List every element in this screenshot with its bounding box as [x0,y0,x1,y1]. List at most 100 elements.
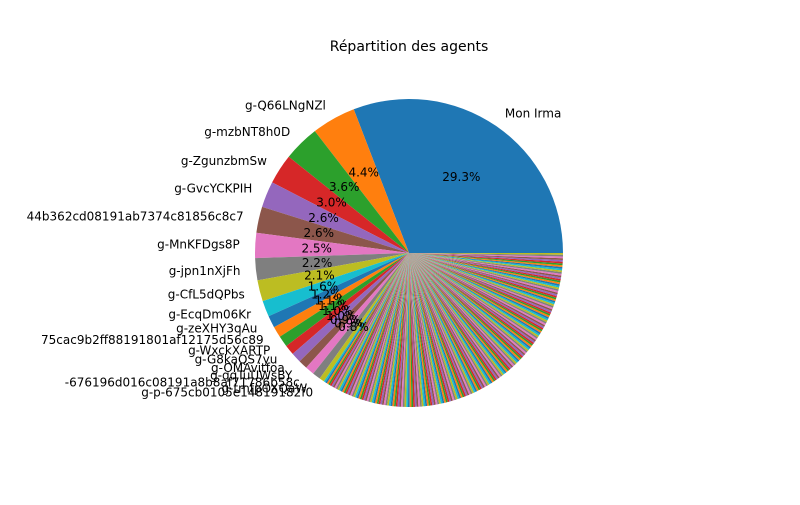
pie-slice-minor [409,253,422,407]
pie-slice-minor [353,253,409,398]
pie-slice-minor [409,253,553,311]
pie-slice-minor [409,253,424,407]
pie-slice-minor [409,253,415,407]
pie-slice-minor [409,253,504,376]
pie-slice-minor [409,253,443,404]
pie-slice-minor [409,253,559,293]
pie-slice-minor [380,253,409,405]
pie-slice-minor [395,253,409,407]
pie-slice-minor [409,253,493,384]
pie-slice-minor [404,253,409,407]
pie-slice-minor [409,253,556,303]
slice-label: Mon Irma [505,106,561,120]
pie-slice-minor [346,253,409,395]
pie-slice-minor [409,253,490,386]
pie-slice-minor [407,253,410,408]
slice-percent-label: 1.2% [311,287,342,301]
pie-slice-minor [332,253,409,388]
pie-slice-minor [383,253,409,406]
slice-label: g-tmfpOXQaW [221,381,307,395]
pie-slice-minor [364,253,409,402]
pie-slice-minor [348,253,409,396]
pie-slice-minor [409,253,560,288]
pie-slice-minor [409,253,503,377]
pie-slice-minor [409,253,531,349]
pie-slice-minor [337,253,409,391]
pie-slice-minor [409,253,527,354]
pie-slice-minor [409,253,528,353]
pie-slice-minor [345,253,409,394]
pie-slice-minor [409,253,494,383]
slice-percent-label: 1.1% [318,299,349,313]
pie-slice-minor [409,253,506,375]
pie-slice-minor [397,253,409,407]
pie-slice-minor [409,253,508,373]
pie-slice-minor [409,253,462,399]
pie-slice [257,253,409,302]
pie-slice-minor [368,253,409,402]
pie-slice-minor [409,253,521,361]
pie-slice-minor [409,253,563,259]
pie-slice-minor [409,253,547,324]
pie-slice-minor [409,253,436,405]
pie-slice [255,253,409,281]
pie-slice-minor [409,253,426,407]
slice-percent-label: 4.4% [348,166,379,180]
pie-slice-minor [409,253,563,267]
slice-label: g-OMAvitfoa [211,361,285,375]
pie-slice-minor [409,253,561,281]
pie-slice-minor [409,253,558,297]
slice-percent-label: 1.0% [322,304,353,318]
pie-slice [256,206,409,253]
pie-slice-minor [409,253,562,274]
pie-slice-minor [409,253,563,257]
pie-slice-minor [409,253,507,374]
pie-slice-minor [409,253,452,402]
pie-slice-minor [409,253,536,342]
pie-slice-minor [409,253,562,278]
slice-label: 44b362cd08191ab7374c81856c8c7 [27,209,244,223]
pie-slice-minor [409,253,517,365]
pie-slice-minor [409,253,478,392]
slice-percent-label: 2.2% [302,256,333,270]
pie-slice-minor [409,253,512,369]
pie-slice-minor [409,253,532,348]
slice-percent-label: 3.0% [316,196,347,210]
pie-slice-minor [409,253,514,368]
pie-slice-minor [409,253,563,269]
pie-slice-minor [409,253,563,273]
pie-slice-minor [409,253,535,343]
slice-label: g-Q66LNgNZl [245,98,326,112]
pie-slice-minor [325,253,409,384]
pie-slice-minor [409,253,556,302]
pie-slice-minor [354,253,409,398]
slice-percent-label: 2.6% [308,211,339,225]
pie-slice-minor [409,253,433,406]
pie-slice [353,99,563,253]
slice-percent-label: 2.6% [304,226,335,240]
pie-slice-minor [409,253,530,350]
pie-slice-minor [409,253,421,407]
slice-label: g-WxckXARTP [188,343,270,357]
pie-slice-minor [409,253,499,380]
pie-slice-minor [369,253,409,403]
pie-slice [286,253,409,354]
pie-slice-minor [326,253,409,385]
slice-percent-labels: 29.3%4.4%3.6%3.0%2.6%2.6%2.5%2.2%2.1%1.6… [301,166,480,334]
pie-slice-minor [409,253,552,313]
pie-slice-minor [409,253,447,403]
pie-slice-minor [409,253,515,367]
pie-slice-minor [409,253,542,333]
pie-slice-minor [409,253,525,357]
pie-slice-minor [409,253,412,407]
pie-slice-minor [409,253,541,335]
pie-slice-minor [387,253,409,406]
pie-slice-minor [409,253,563,260]
slice-label: g-CfL5dQPbs [168,288,245,302]
pie-slice-minor [409,253,520,362]
pie-slice-minor [409,253,435,406]
pie-slice-minor [335,253,409,390]
pie-slice-minor [409,253,484,389]
pie-slice-minor [409,253,538,339]
